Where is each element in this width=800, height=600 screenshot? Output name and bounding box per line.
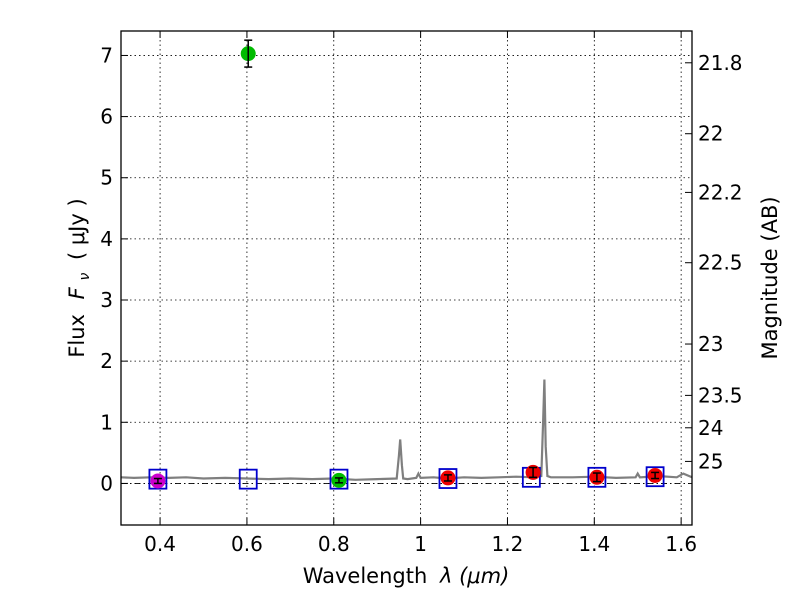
x-tick-label: 1.4 [578, 532, 610, 556]
y-tick-label: 2 [100, 349, 113, 373]
y2-tick-label: 23.5 [698, 383, 743, 407]
model-box-marker [329, 468, 349, 490]
y2-tick-label: 21.8 [698, 51, 743, 75]
x-tick-label: 1.2 [492, 532, 524, 556]
y2-tick-label: 22 [698, 122, 723, 146]
y2-tick-label: 22.2 [698, 180, 743, 204]
model-box-marker [438, 468, 458, 489]
data-marks [148, 39, 665, 490]
x-axis-label: Wavelength λ (μm) [303, 564, 510, 588]
y-tick-label: 0 [100, 471, 113, 495]
model-box-marker [587, 466, 607, 488]
y-tick-label: 5 [100, 166, 113, 190]
y-tick-label: 1 [100, 410, 113, 434]
x-tick-label: 0.8 [318, 532, 350, 556]
y-axis-label: Flux F ν ( μJy ) [65, 198, 94, 357]
y2-tick-label: 25 [698, 449, 723, 473]
model-box-marker [148, 468, 168, 490]
x-tick-label: 0.6 [231, 532, 263, 556]
model-box-marker [238, 468, 258, 490]
y-tick-label: 7 [100, 43, 113, 67]
y2-axis-label: Magnitude (AB) [758, 196, 782, 359]
y2-tick-label: 23 [698, 332, 723, 356]
plot-frame [120, 30, 693, 526]
y2-tick-label: 24 [698, 416, 723, 440]
x-tick-label: 1.6 [665, 532, 697, 556]
y-tick-label: 3 [100, 288, 113, 312]
x-tick-label: 0.4 [144, 532, 176, 556]
x-tick-label: 1 [414, 532, 427, 556]
y2-tick-label: 22.5 [698, 251, 743, 275]
model-box-marker [645, 466, 665, 488]
y-tick-label: 6 [100, 105, 113, 129]
y-tick-label: 4 [100, 227, 113, 251]
